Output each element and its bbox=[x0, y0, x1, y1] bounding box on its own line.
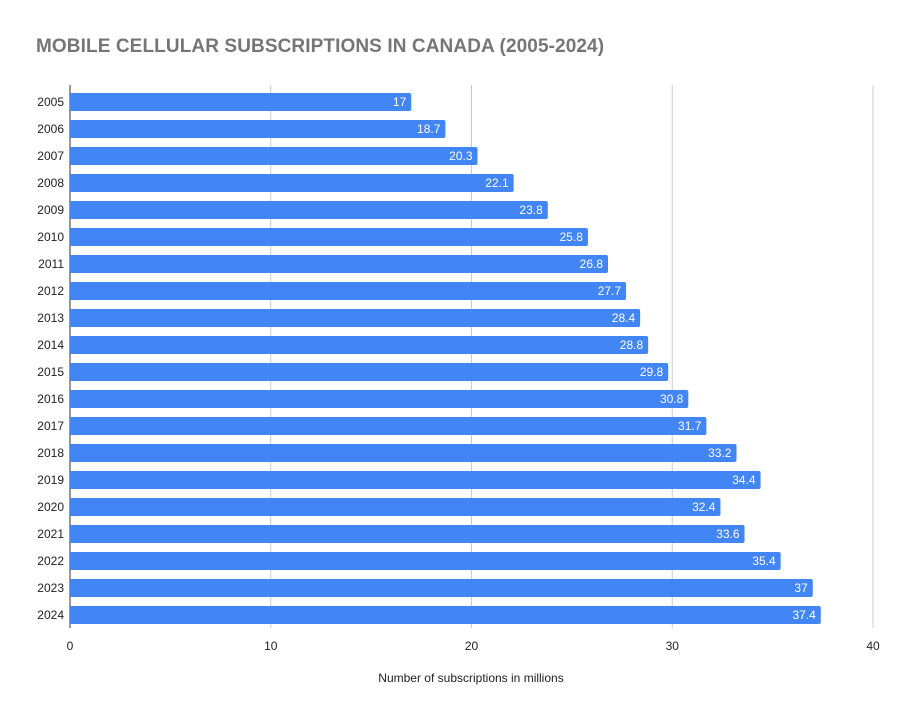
bar-2005 bbox=[70, 93, 412, 111]
bar-2006 bbox=[70, 120, 446, 138]
y-tick-label: 2012 bbox=[37, 284, 64, 298]
y-tick-label: 2006 bbox=[37, 122, 64, 136]
bar-2012 bbox=[70, 282, 627, 300]
y-tick-label: 2023 bbox=[37, 581, 64, 595]
bar-2023 bbox=[70, 579, 813, 597]
bar-value-label: 20.3 bbox=[449, 149, 473, 163]
y-tick-label: 2014 bbox=[37, 338, 64, 352]
y-tick-label: 2018 bbox=[37, 446, 64, 460]
bar-value-label: 33.6 bbox=[716, 527, 740, 541]
y-tick-label: 2009 bbox=[37, 203, 64, 217]
bar-2008 bbox=[70, 174, 514, 192]
bar-value-label: 37.4 bbox=[792, 608, 816, 622]
bar-value-label: 32.4 bbox=[692, 500, 716, 514]
bar-2009 bbox=[70, 201, 548, 219]
bar-2014 bbox=[70, 336, 649, 354]
x-tick-label: 20 bbox=[465, 639, 479, 653]
x-axis-labels: 0 10 20 30 40 bbox=[67, 639, 880, 653]
bar-2024 bbox=[70, 606, 821, 624]
bar-2017 bbox=[70, 417, 707, 435]
bar-value-label: 31.7 bbox=[678, 419, 702, 433]
bar-2020 bbox=[70, 498, 721, 516]
bars: 17 18.7 20.3 22.1 23.8 25.8 26.8 27.7 28.4 28.8 29… bbox=[70, 93, 821, 624]
bar-value-label: 30.8 bbox=[660, 392, 684, 406]
bar-value-label: 33.2 bbox=[708, 446, 732, 460]
bar-2019 bbox=[70, 471, 761, 489]
x-axis-title: Number of subscriptions in millions bbox=[378, 671, 563, 685]
y-tick-label: 2007 bbox=[37, 149, 64, 163]
y-tick-label: 2024 bbox=[37, 608, 64, 622]
y-axis-labels: 2005 2006 2007 2008 2009 2010 2011 2012 2013 2014… bbox=[37, 95, 64, 622]
bar-value-label: 27.7 bbox=[598, 284, 622, 298]
bar-2010 bbox=[70, 228, 588, 246]
y-tick-label: 2011 bbox=[38, 257, 64, 271]
y-tick-label: 2005 bbox=[37, 95, 64, 109]
bar-2013 bbox=[70, 309, 641, 327]
y-tick-label: 2016 bbox=[37, 392, 64, 406]
bar-2022 bbox=[70, 552, 781, 570]
bar-value-label: 28.4 bbox=[612, 311, 636, 325]
bar-2011 bbox=[70, 255, 609, 273]
chart-title: MOBILE CELLULAR SUBSCRIPTIONS IN CANADA … bbox=[36, 36, 605, 57]
y-tick-label: 2015 bbox=[37, 365, 64, 379]
bar-value-label: 35.4 bbox=[752, 554, 776, 568]
bar-value-label: 17 bbox=[393, 95, 407, 109]
x-tick-label: 0 bbox=[67, 639, 74, 653]
bar-2007 bbox=[70, 147, 478, 165]
gridlines bbox=[69, 85, 874, 628]
bar-2016 bbox=[70, 390, 689, 408]
bar-value-label: 18.7 bbox=[417, 122, 441, 136]
y-tick-label: 2019 bbox=[37, 473, 64, 487]
y-tick-label: 2017 bbox=[37, 419, 64, 433]
y-tick-label: 2008 bbox=[37, 176, 64, 190]
bar-value-label: 26.8 bbox=[580, 257, 604, 271]
bar-value-label: 22.1 bbox=[485, 176, 509, 190]
y-tick-label: 2013 bbox=[37, 311, 64, 325]
bar-2021 bbox=[70, 525, 745, 543]
bar-value-label: 37 bbox=[794, 581, 808, 595]
bar-value-label: 28.8 bbox=[620, 338, 644, 352]
bar-value-label: 34.4 bbox=[732, 473, 756, 487]
bar-value-label: 29.8 bbox=[640, 365, 664, 379]
y-tick-label: 2010 bbox=[37, 230, 64, 244]
y-tick-label: 2020 bbox=[37, 500, 64, 514]
bar-2018 bbox=[70, 444, 737, 462]
bar-value-label: 25.8 bbox=[560, 230, 584, 244]
y-tick-label: 2021 bbox=[37, 527, 64, 541]
y-tick-label: 2022 bbox=[37, 554, 64, 568]
x-tick-label: 40 bbox=[866, 639, 880, 653]
bar-value-label: 23.8 bbox=[519, 203, 543, 217]
x-tick-label: 30 bbox=[666, 639, 680, 653]
bar-2015 bbox=[70, 363, 669, 381]
x-tick-label: 10 bbox=[264, 639, 278, 653]
